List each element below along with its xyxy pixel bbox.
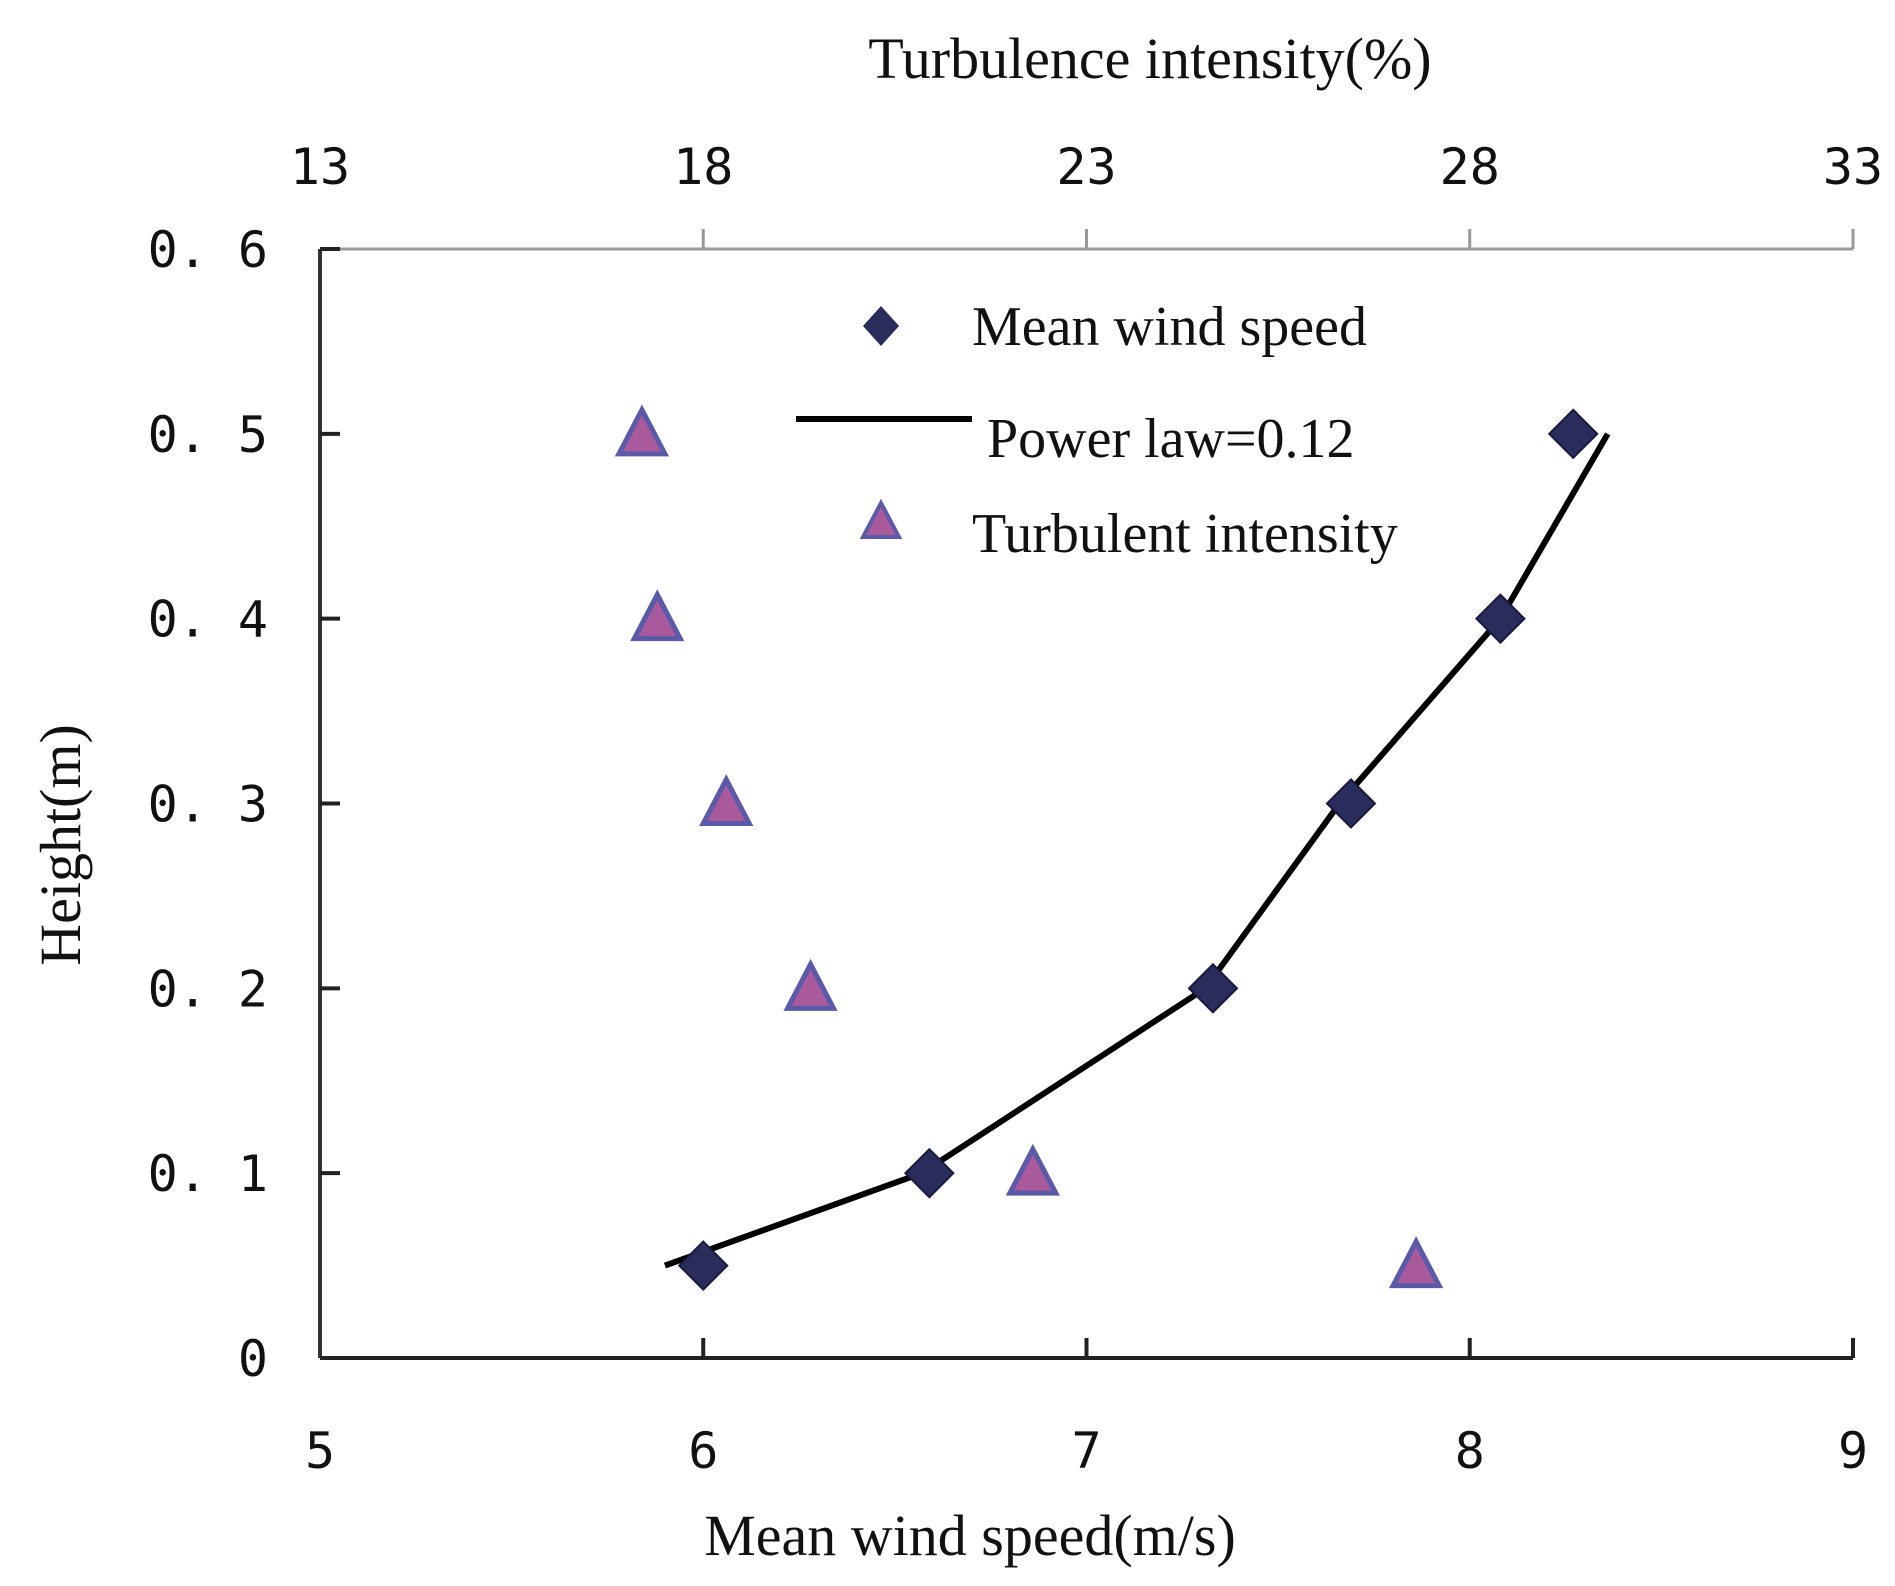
legend-triangle-marker (859, 498, 903, 539)
y-tick-label: 0. 2 (148, 960, 268, 1018)
x2-tick-label: 13 (290, 138, 350, 196)
x-tick-label: 7 (1071, 1422, 1101, 1480)
legend-label-mean-wind-speed: Mean wind speed (972, 296, 1367, 358)
power-law-line (663, 432, 1611, 1269)
x-tick-label: 6 (688, 1422, 718, 1480)
mean-wind-speed-point (1325, 778, 1377, 829)
turbulent-intensity-point (614, 404, 670, 457)
y-axis-title: Height(m) (28, 724, 93, 966)
x-tick-label: 5 (305, 1422, 335, 1480)
turbulent-intensity-point (1388, 1236, 1444, 1289)
mean-wind-speed-point (903, 1147, 955, 1199)
legend-label-power-law: Power law=0.12 (987, 408, 1355, 470)
x-tick-label: 9 (1838, 1422, 1868, 1480)
legend: Mean wind speed Power law=0.12 Turbulent… (796, 296, 1398, 565)
mean-wind-speed-point (1547, 408, 1599, 460)
turbulent-intensity-point (783, 958, 838, 1011)
y-tick-label: 0. 1 (148, 1145, 268, 1203)
x2-axis-title: Turbulence intensity(%) (868, 26, 1431, 91)
x2-tick-label: 23 (1056, 138, 1116, 196)
mean-wind-speed-point (677, 1240, 729, 1291)
legend-label-turbulent-intensity: Turbulent intensity (972, 503, 1398, 565)
y-tick-label: 0. 4 (148, 591, 268, 649)
y-tick-label: 0. 6 (148, 221, 268, 279)
marks (614, 404, 1611, 1291)
x-tick-label: 8 (1455, 1422, 1485, 1480)
axes: 5 6 7 8 9 13 18 23 28 33 0 0. 1 0. 2 0. 3 0. 4 0. 5 0. 6 (148, 138, 1884, 1480)
x2-tick-label: 33 (1823, 138, 1883, 196)
turbulent-intensity-point (1005, 1143, 1060, 1196)
turbulent-intensity-point (699, 774, 754, 826)
legend-diamond-marker (863, 306, 899, 346)
mean-wind-speed-point (1474, 593, 1526, 645)
mean-wind-speed-point (1187, 962, 1239, 1014)
y-tick-label: 0. 3 (148, 776, 268, 834)
x-axis-title: Mean wind speed(m/s) (704, 1503, 1236, 1568)
y-tick-label: 0. 5 (148, 406, 268, 464)
turbulent-intensity-point (630, 589, 685, 642)
x2-tick-label: 28 (1440, 138, 1500, 196)
x2-tick-label: 18 (673, 138, 733, 196)
y-tick-label: 0 (238, 1330, 268, 1388)
